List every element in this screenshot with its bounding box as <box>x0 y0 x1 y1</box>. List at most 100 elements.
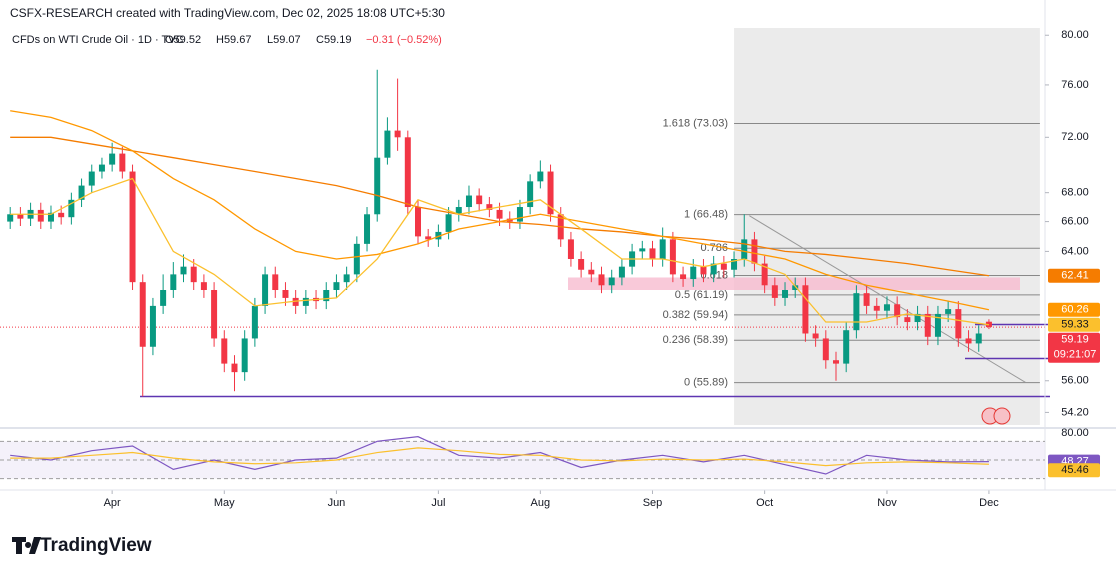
moving-average <box>10 177 990 326</box>
x-tick-label: Jul <box>431 497 445 509</box>
y-tick-label: 76.00 <box>1061 79 1089 91</box>
candle-body <box>98 164 105 172</box>
candle-body <box>863 293 870 306</box>
candle-body <box>700 266 707 275</box>
logo-text: TradingView <box>40 535 152 556</box>
candle-body <box>720 263 727 270</box>
candle-body <box>883 304 890 311</box>
candle-body <box>639 248 646 252</box>
candle-body <box>190 266 197 283</box>
trendline <box>749 215 1026 383</box>
fib-label: 1 (66.48) <box>684 208 728 220</box>
x-tick-label: May <box>214 497 235 509</box>
candle-body <box>578 259 585 270</box>
candle-body <box>47 212 54 222</box>
candle-body <box>822 338 829 361</box>
zone <box>568 277 1020 291</box>
candle-body <box>78 185 85 200</box>
candle-body <box>547 171 554 215</box>
candle-body <box>455 207 462 215</box>
candle-body <box>771 285 778 298</box>
candle-body <box>109 153 116 165</box>
rsi-tick-label: 80.00 <box>1061 427 1089 439</box>
candle-body <box>7 214 14 222</box>
candle-body <box>588 269 595 275</box>
candle-body <box>955 309 962 339</box>
candle-body <box>598 274 605 286</box>
price-tag-label: 60.26 <box>1061 304 1089 316</box>
rsi-line <box>10 447 989 467</box>
candle-body <box>751 239 758 264</box>
x-tick-label: Dec <box>979 497 999 509</box>
candle-body <box>873 305 880 311</box>
fib-label: 0.236 (58.39) <box>663 334 728 346</box>
symbol: CFDs on WTI Crude Oil · 1D · TVC <box>12 34 184 46</box>
candle-body <box>415 207 421 237</box>
y-tick-label: 68.00 <box>1061 187 1089 199</box>
candle-body <box>262 274 269 306</box>
x-tick-label: Apr <box>104 497 121 509</box>
candle-body <box>17 214 24 219</box>
candle-body <box>251 305 258 339</box>
candle-body <box>710 263 717 275</box>
fib-background <box>734 28 1040 425</box>
rsi-tag <box>1048 463 1100 478</box>
candle-body <box>343 274 350 283</box>
x-tick-label: Aug <box>531 497 551 509</box>
credit: CSFX-RESEARCH created with TradingView.c… <box>10 6 445 20</box>
candle-body <box>741 239 748 260</box>
candle-body <box>894 304 901 318</box>
price-tag-label: 62.41 <box>1061 270 1089 282</box>
candle-body <box>465 195 472 208</box>
logo-mark <box>12 537 41 554</box>
candle-body <box>934 313 941 337</box>
candle-body <box>659 239 666 260</box>
candle-body <box>731 259 738 270</box>
low: L59.07 <box>267 34 301 46</box>
candle-body <box>445 214 452 232</box>
rsi-tag-label: 45.46 <box>1061 464 1089 476</box>
fib-label: 0.618 <box>700 269 728 281</box>
rsi-line <box>10 436 989 475</box>
candle-body <box>618 266 625 278</box>
candle-body <box>119 153 126 172</box>
price-tag <box>1048 268 1100 283</box>
candle-body <box>914 313 921 323</box>
candle-body <box>292 297 299 306</box>
candle-body <box>211 290 218 339</box>
candle-body <box>496 209 503 219</box>
candle-body <box>200 282 207 291</box>
y-tick-label: 56.00 <box>1061 375 1089 387</box>
candle-body <box>924 313 931 337</box>
candle-body <box>241 338 248 373</box>
candle-body <box>425 236 432 240</box>
price-tag <box>1048 332 1100 363</box>
event-flag <box>993 407 1011 425</box>
candle-body <box>364 214 371 244</box>
candle-body <box>170 274 177 291</box>
y-tick-label: 66.00 <box>1061 216 1089 228</box>
y-tick-label: 80.00 <box>1061 29 1089 41</box>
candle-body <box>567 239 574 260</box>
candle-body <box>853 293 860 331</box>
candle-body <box>58 212 65 218</box>
candle-body <box>129 171 136 283</box>
fib-label: 0.5 (61.19) <box>675 289 728 301</box>
candle-body <box>149 305 156 347</box>
moving-average <box>10 110 990 311</box>
fib-label: 0 (55.89) <box>684 377 728 389</box>
candle-body <box>904 317 911 323</box>
candle-body <box>945 309 952 314</box>
candle-body <box>435 231 442 240</box>
candle-body <box>88 171 95 186</box>
candle-body <box>323 290 330 302</box>
candle-body <box>975 333 982 344</box>
candle-body <box>792 285 799 291</box>
candle-body <box>282 290 289 298</box>
candle-body <box>333 282 340 291</box>
candle-body <box>160 290 167 306</box>
candle-body <box>302 297 309 306</box>
candle-body <box>680 274 687 280</box>
candle-body <box>782 290 789 298</box>
candle-body <box>649 248 656 260</box>
